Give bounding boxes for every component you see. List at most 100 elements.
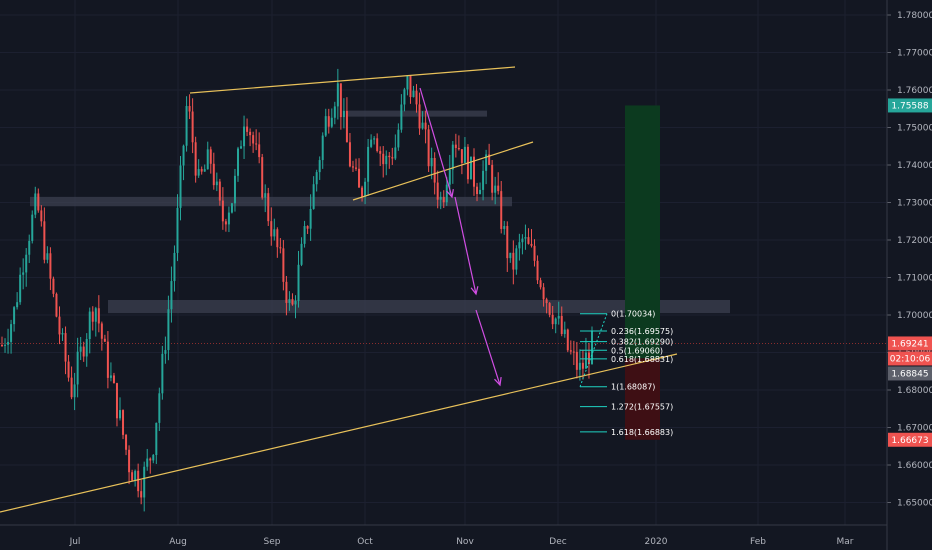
candle-body [255,143,258,145]
candle-body [563,329,566,334]
candle-body [230,203,233,213]
price-tag-label: 1.75588 [891,101,928,111]
candle-body [521,238,524,243]
candle-body [342,110,345,118]
candle-body [442,196,445,203]
candle-body [539,280,542,288]
candle-body [249,131,252,136]
candle-body [421,122,424,129]
fib-level-label: 1(1.68087) [611,383,655,392]
candle-body [103,338,106,342]
candle-body [333,106,336,118]
arrow-shaft-3 [475,309,501,386]
candle-body [533,245,536,261]
candle-body [91,311,94,322]
candle-body [566,329,569,351]
candle-body [485,154,488,171]
x-tick-label: Feb [750,537,766,547]
candle-body [506,226,509,259]
candle-body [294,300,297,305]
candle-body [358,168,361,188]
candle-body [400,104,403,130]
arrow-head-3 [494,376,502,387]
candle-body [379,151,382,154]
candle-body [206,149,209,170]
candle-body [4,344,7,346]
candle-body [49,253,52,279]
candle-body [191,111,194,143]
candle-body [58,316,61,335]
candle-body [370,139,373,147]
candle-body [200,169,203,172]
candle-body [10,324,13,342]
candle-body [300,243,303,265]
candle-body [451,144,454,170]
arrow-shaft-2 [454,196,477,295]
candle-body [382,153,385,165]
candle-body [73,384,76,398]
y-tick-label: 1.70000 [897,311,932,321]
candle-body [376,138,379,152]
candle-body [463,146,466,163]
candle-body [119,410,121,419]
candle-body [488,154,491,165]
candle-body [149,458,152,461]
y-tick-label: 1.66000 [897,461,932,471]
candle-body [158,393,161,423]
candle-body [152,455,155,461]
candle-body [436,182,439,200]
candle-body [367,146,370,182]
candle-body [536,260,539,281]
candle-body [233,175,236,204]
candle-body [109,375,112,378]
candle-body [258,144,261,158]
candle-body [336,83,339,107]
long-position-tool[interactable] [625,105,660,440]
price-tag-label: 1.68845 [891,369,928,379]
price-tag-label: 02:10:06 [890,354,931,364]
candle-body [167,309,170,351]
candle-body [179,165,182,208]
candle-body [557,315,560,319]
y-tick-label: 1.76000 [897,86,932,96]
candle-body [512,252,515,270]
candle-body [330,117,333,127]
candle-body [25,254,28,273]
candle-body [240,146,243,149]
candle-body [469,156,472,180]
candle-body [355,167,357,169]
fibonacci-retracement[interactable]: 0(1.70034)0.236(1.69575)0.382(1.69290)0.… [579,310,673,437]
candle-body [424,122,427,130]
time-axis[interactable]: Jul Aug Sep Oct Nov Dec 2020 Feb Mar [0,524,887,547]
candle-body [215,181,218,186]
candle-body [19,274,22,303]
candle-body [227,212,230,225]
candle-body [391,157,394,159]
candle-body [100,323,103,339]
candle-body [427,129,430,167]
candle-body [515,248,518,270]
candle-body [94,308,97,322]
candle-body [554,318,557,325]
drawn-trendlines[interactable] [0,66,678,513]
price-tag-bg [888,366,932,381]
x-tick-label: Dec [549,537,566,547]
candle-body [221,200,224,222]
candle-body [28,240,31,255]
price-tag-label: 1.66673 [891,436,928,446]
candle-body [500,191,503,229]
candle-body [548,303,551,315]
candle-body [448,169,451,185]
candle-body [85,339,88,357]
candle-body [115,383,118,419]
candle-body [155,422,158,456]
candlestick-series [1,68,593,512]
candle-body [430,158,433,167]
candle-body [64,333,67,362]
y-tick-label: 1.65000 [897,499,932,509]
candle-body [303,226,306,244]
candle-body [224,221,227,225]
x-tick-label: Mar [837,537,854,547]
candle-body [16,302,19,308]
